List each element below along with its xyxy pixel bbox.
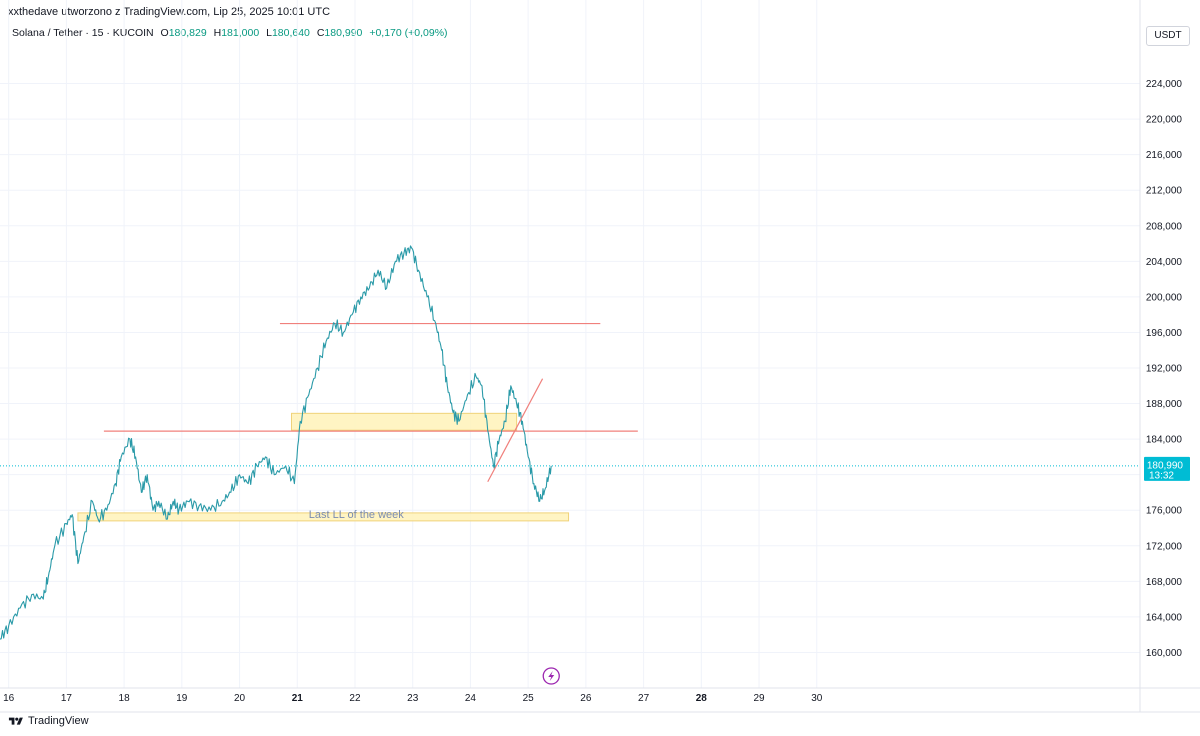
countdown-badge-value: 13:32: [1149, 470, 1174, 481]
close-label: C: [316, 27, 325, 39]
price-zone[interactable]: [290, 412, 518, 431]
x-tick-label: 23: [407, 693, 419, 704]
x-tick-label: 30: [811, 693, 823, 704]
y-tick-label: 164,000: [1146, 612, 1183, 623]
x-tick-label: 26: [580, 693, 592, 704]
x-tick-label: 19: [176, 693, 188, 704]
x-tick-label: 18: [119, 693, 131, 704]
change-value: +0,170 (+0,09%): [369, 27, 448, 39]
y-tick-label: 200,000: [1146, 292, 1183, 303]
high-value: 181,000: [221, 27, 260, 39]
zone-annotation-label[interactable]: Last LL of the week: [309, 509, 404, 521]
low-value: 180,640: [271, 27, 310, 39]
y-tick-label: 192,000: [1146, 364, 1183, 375]
low-label: L: [266, 27, 272, 39]
x-tick-label: 21: [292, 693, 304, 704]
x-tick-label: 16: [3, 693, 15, 704]
x-tick-label: 27: [638, 693, 650, 704]
y-tick-label: 160,000: [1146, 648, 1183, 659]
y-tick-label: 184,000: [1146, 435, 1183, 446]
y-tick-label: 212,000: [1146, 186, 1183, 197]
y-tick-label: 168,000: [1146, 577, 1183, 588]
y-tick-label: 220,000: [1146, 115, 1183, 126]
close-value: 180,990: [324, 27, 363, 39]
x-tick-label: 28: [696, 693, 708, 704]
x-tick-label: 17: [61, 693, 73, 704]
symbol-legend: Solana / Tether · 15 · KUCOIN O180,829 H…: [12, 27, 448, 39]
symbol-name[interactable]: Solana / Tether · 15 · KUCOIN: [12, 27, 154, 39]
price-series-line: [0, 245, 552, 640]
currency-selector[interactable]: USDT: [1146, 26, 1190, 46]
y-tick-label: 224,000: [1146, 79, 1183, 90]
x-tick-label: 22: [349, 693, 361, 704]
current-price-badge-value: 180,990: [1147, 460, 1184, 471]
footer-brand: TradingView: [8, 715, 89, 727]
y-tick-label: 188,000: [1146, 399, 1183, 410]
open-value: 180,829: [168, 27, 207, 39]
brand-name: TradingView: [28, 715, 89, 727]
tradingview-logo-icon: [8, 717, 23, 725]
x-tick-label: 24: [465, 693, 477, 704]
y-tick-label: 176,000: [1146, 506, 1183, 517]
current-price-badge: [1144, 456, 1190, 481]
chart-caption: xxthedave utworzono z TradingView.com, L…: [8, 6, 331, 18]
y-tick-label: 216,000: [1146, 150, 1183, 161]
lightning-bolt-icon: [548, 671, 555, 681]
high-label: H: [213, 27, 222, 39]
y-tick-label: 196,000: [1146, 328, 1183, 339]
y-tick-label: 172,000: [1146, 541, 1183, 552]
y-tick-label: 208,000: [1146, 221, 1183, 232]
x-tick-label: 20: [234, 693, 246, 704]
open-label: O: [160, 27, 169, 39]
trend-line[interactable]: [487, 378, 544, 483]
x-tick-label: 29: [753, 693, 765, 704]
y-tick-label: 204,000: [1146, 257, 1183, 268]
price-zone[interactable]: [77, 512, 570, 522]
x-tick-label: 25: [523, 693, 535, 704]
